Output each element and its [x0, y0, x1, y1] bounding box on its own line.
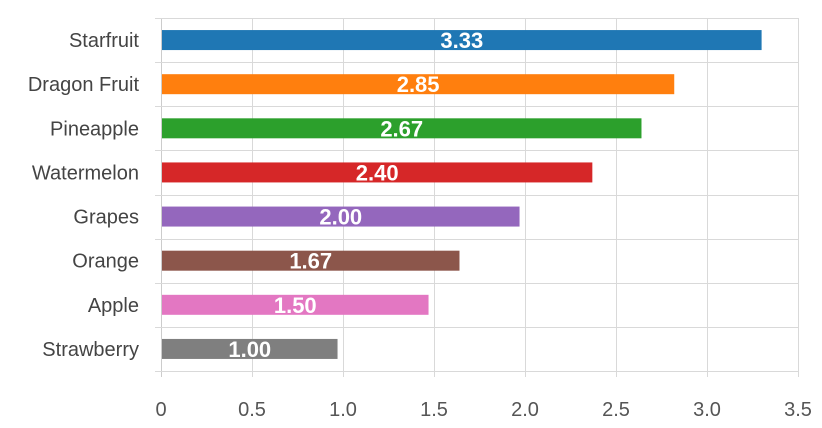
category-label: Grapes — [73, 207, 139, 229]
category-label: Strawberry — [42, 339, 139, 361]
x-tick-label: 0.5 — [238, 399, 266, 421]
data-label: 2.85 — [397, 72, 440, 97]
x-tick-labels: 0 0.5 1.0 1.5 2.0 2.5 3.0 3.5 — [155, 399, 811, 421]
category-labels: Starfruit Dragon Fruit Pineapple Watermelon… — [28, 30, 140, 361]
x-tick-label: 0 — [155, 399, 166, 421]
category-label: Orange — [72, 251, 139, 273]
x-tick-label: 1.0 — [329, 399, 357, 421]
category-label: Starfruit — [69, 30, 139, 52]
x-tick-label: 1.5 — [420, 399, 448, 421]
data-label: 3.33 — [440, 28, 483, 53]
data-label: 1.50 — [274, 293, 317, 318]
category-label: Dragon Fruit — [28, 74, 140, 96]
x-tick-label: 3.0 — [693, 399, 721, 421]
data-label: 1.00 — [228, 337, 271, 362]
bar-orange — [162, 250, 460, 271]
data-label: 1.67 — [289, 249, 332, 274]
grid-lines — [155, 18, 799, 377]
data-label: 2.67 — [380, 116, 423, 141]
data-labels: 3.332.85 2.67 2.40 2.00 1.67 1.501.00 — [228, 28, 483, 362]
data-label: 2.00 — [319, 205, 362, 230]
bar-pineapple — [162, 118, 642, 139]
category-label: Pineapple — [50, 118, 139, 140]
bar-starfruit — [162, 30, 762, 51]
bar-dragon-fruit — [162, 74, 675, 95]
bar-apple — [162, 294, 429, 315]
category-label: Apple — [88, 295, 139, 317]
bars — [162, 30, 762, 359]
x-tick-label: 2.5 — [602, 399, 630, 421]
category-label: Watermelon — [32, 162, 139, 184]
data-label: 2.40 — [356, 160, 399, 185]
bar-strawberry — [162, 338, 338, 359]
bar-watermelon — [162, 162, 593, 183]
bar-grapes — [162, 206, 520, 227]
x-tick-label: 2.0 — [511, 399, 539, 421]
x-tick-label: 3.5 — [784, 399, 812, 421]
